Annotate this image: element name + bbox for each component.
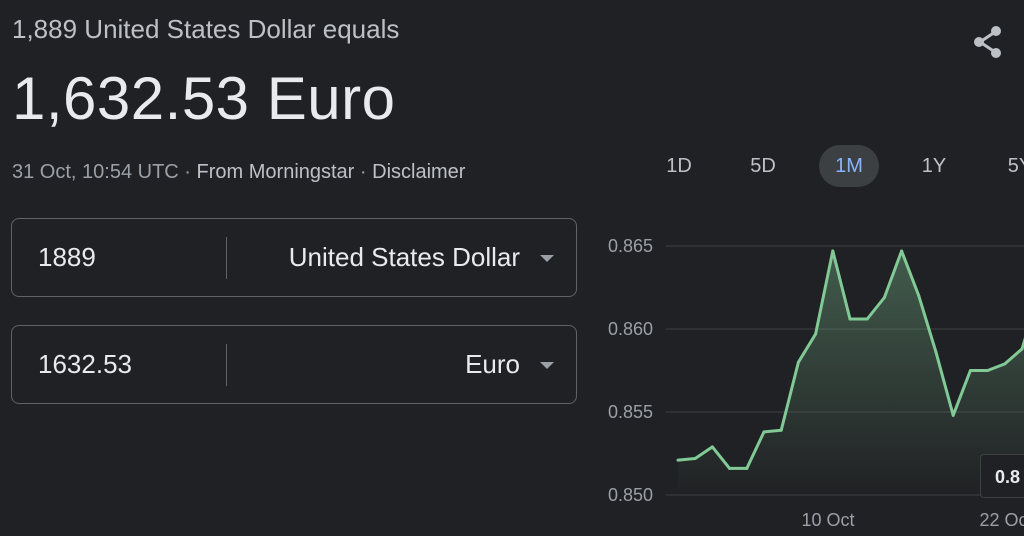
chart-data-point [779,428,783,432]
chart-data-point [693,456,697,460]
tab-5y[interactable]: 5Y [1007,154,1024,177]
chart-data-point [1003,362,1007,366]
tab-1d[interactable]: 1D [666,154,692,177]
chart-data-point [934,350,938,354]
y-tick-label: 0.865 [608,236,653,256]
conversion-meta: 31 Oct, 10:54 UTC · From Morningstar · D… [12,161,465,184]
tab-1m[interactable]: 1M [819,145,879,187]
chart-area-fill [678,251,1024,495]
share-button[interactable] [968,22,1008,62]
chart-data-point [882,295,886,299]
share-icon [974,26,1001,58]
y-tick-label: 0.855 [608,402,653,422]
x-tick-label: 10 Oct [801,510,854,530]
tab-5d[interactable]: 5D [750,154,776,177]
to-currency-row: 1632.53 Euro [11,325,577,404]
from-currency-row: 1889 United States Dollar [11,218,577,297]
chart-data-point [762,430,766,434]
tab-1y[interactable]: 1Y [921,154,947,177]
chart-data-point [796,360,800,364]
y-tick-label: 0.860 [608,319,653,339]
to-currency-select[interactable]: Euro [465,349,520,379]
chevron-down-icon[interactable] [540,255,554,262]
y-tick-label: 0.850 [608,485,653,505]
chart-data-point [848,317,852,321]
chart-data-point [831,249,835,253]
source-link[interactable]: From Morningstar [196,161,355,183]
field-divider [226,237,227,279]
meta-separator: · [178,161,197,183]
from-amount-input[interactable]: 1889 [38,242,96,272]
meta-separator: · [354,161,373,183]
x-tick-label: 22 Oct [979,510,1024,530]
chart-data-point [917,294,921,298]
chart-data-point [968,369,972,372]
disclaimer-link[interactable]: Disclaimer [372,161,466,183]
chart-data-point [1020,347,1024,351]
to-amount-input[interactable]: 1632.53 [38,349,132,379]
chart-data-point [728,466,732,470]
exchange-rate-chart[interactable]: 0.865 0.860 0.855 0.850 10 Oct 22 Oct [600,220,1024,536]
from-currency-select[interactable]: United States Dollar [288,242,520,272]
chart-data-point [951,413,955,417]
chart-data-point [676,458,680,462]
conversion-subtitle: 1,889 United States Dollar equals [12,14,400,44]
chart-data-point [710,445,714,449]
chart-data-point [865,317,869,321]
timestamp: 31 Oct, 10:54 UTC [12,161,179,183]
chart-data-point [900,249,904,253]
chart-value-tooltip: 0.8 [980,454,1024,498]
conversion-result: 1,632.53 Euro [12,65,396,132]
field-divider [226,344,227,386]
chart-range-tabs: 1D 5D 1M 1Y 5Y [640,145,1024,187]
chart-data-point [986,369,990,372]
chart-data-point [745,466,749,470]
chart-data-point [814,332,818,336]
chevron-down-icon[interactable] [540,362,554,369]
